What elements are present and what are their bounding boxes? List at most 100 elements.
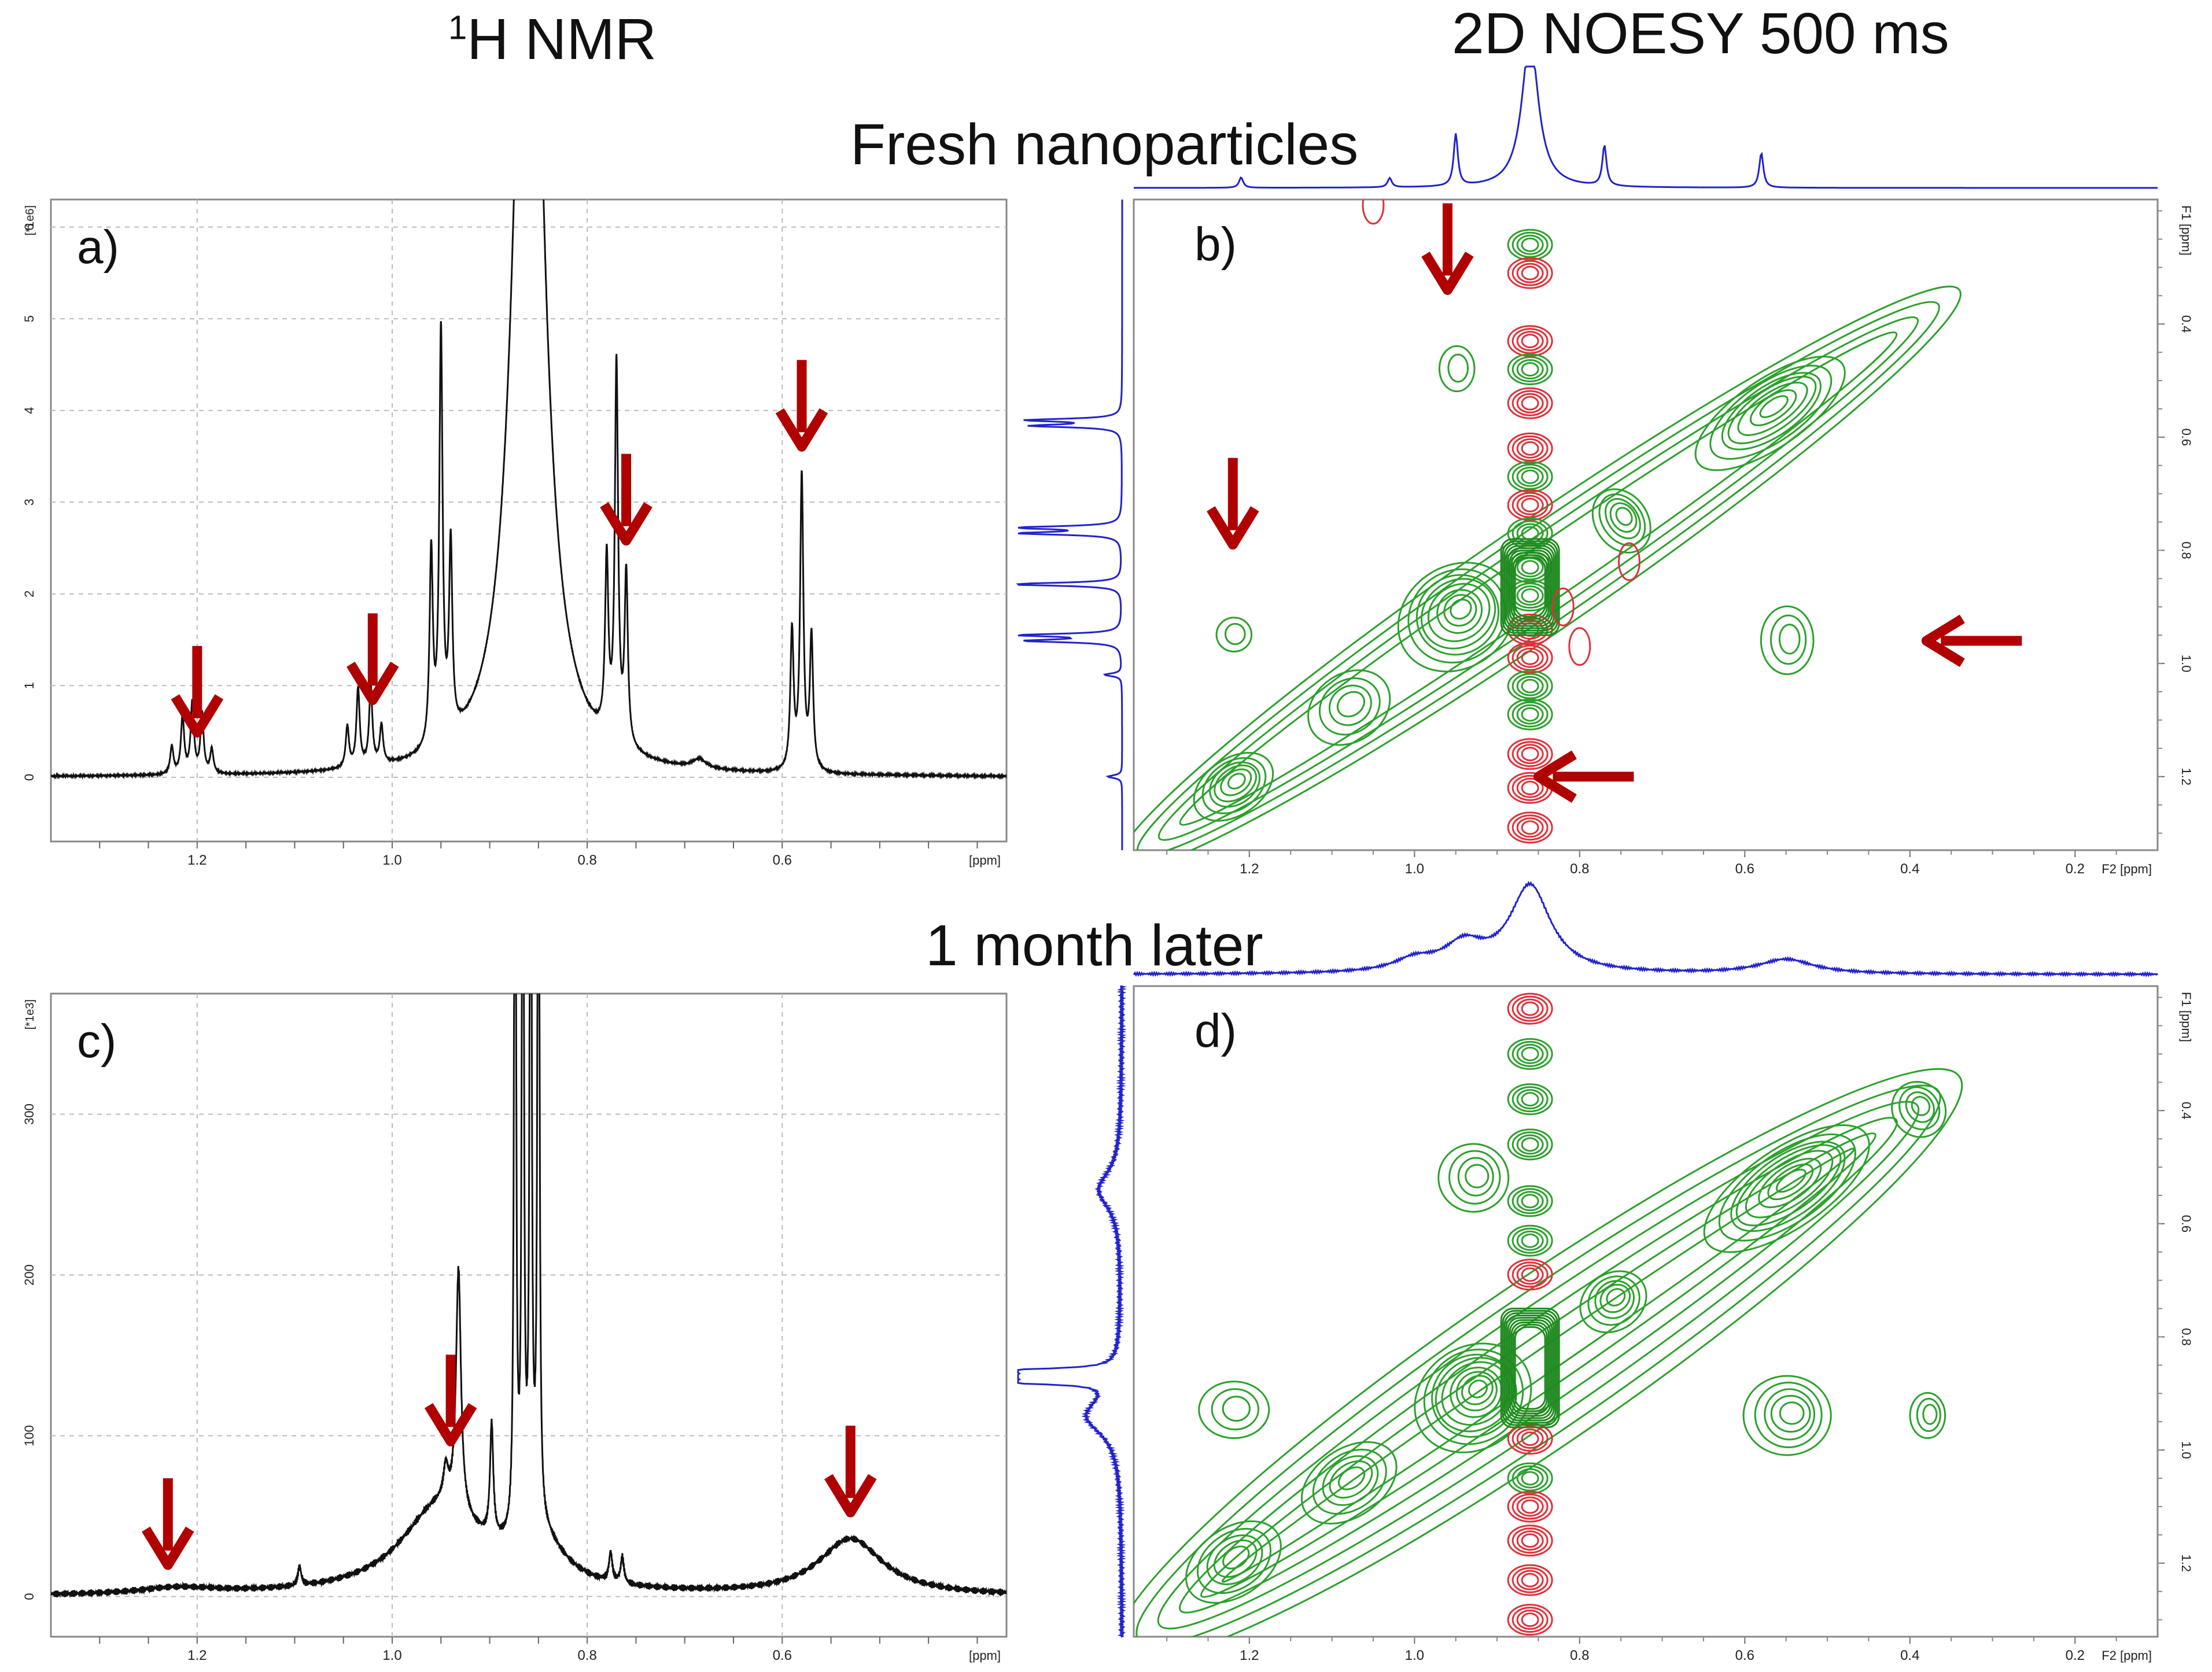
contour-level [1329, 1460, 1373, 1499]
solvent-contour [1516, 523, 1544, 544]
annotation-arrow [775, 360, 828, 452]
solvent-contour [1516, 704, 1544, 725]
solvent-contour [1516, 619, 1544, 640]
solvent-core [1500, 538, 1560, 636]
solvent-core [1512, 1324, 1548, 1412]
solvent-contour [1507, 698, 1553, 730]
x-unit-label: [ppm] [969, 853, 1001, 868]
solvent-contour [1521, 334, 1539, 349]
solvent-contour [1507, 1258, 1553, 1291]
arrow-head [1207, 506, 1259, 550]
x-tick-label: 0.6 [773, 1648, 792, 1663]
x-tick-label: 0.6 [1735, 861, 1754, 877]
solvent-contour [1516, 817, 1544, 838]
solvent-contour [1521, 441, 1539, 456]
solvent-contour [1521, 497, 1539, 512]
contour-level [1185, 1520, 1282, 1604]
solvent-contour [1516, 1191, 1544, 1212]
contour-level [1721, 372, 1822, 451]
contour-level [1447, 353, 1469, 383]
annotation-arrow [171, 645, 224, 738]
solvent-contour [1521, 650, 1539, 665]
contour-level [1775, 1168, 1807, 1193]
contour-level [1779, 1401, 1805, 1425]
arrow-head [824, 1474, 877, 1518]
contour-level [1759, 395, 1789, 418]
contour-level [1318, 677, 1381, 736]
solvent-contour [1511, 390, 1549, 416]
solvent-core [1503, 542, 1557, 632]
cross-peak [1760, 605, 1815, 676]
solvent-contour [1516, 777, 1544, 798]
annotation-arrow [1207, 457, 1259, 550]
diagonal-peak [1300, 1441, 1398, 1525]
solvent-contour [1521, 1046, 1539, 1061]
f1-projection-trace [1016, 200, 1123, 850]
solvent-contour [1507, 432, 1553, 464]
solvent-contour [1507, 613, 1553, 645]
contour-level [1337, 1466, 1366, 1490]
spectrum-trace [51, 200, 1007, 780]
contour-level [1767, 1163, 1814, 1201]
contour-level [1758, 1157, 1822, 1208]
solvent-contour [1521, 560, 1539, 575]
contour-level [1778, 623, 1801, 655]
solvent-core [1510, 1322, 1550, 1415]
solvent-contour [1521, 820, 1539, 835]
negative-contour [1568, 627, 1591, 666]
y-tick-label: 0.6 [2179, 1215, 2193, 1233]
annotation-arrow [1533, 750, 1634, 803]
x-tick-label: 0.6 [1735, 1648, 1754, 1663]
contour-level [1211, 1388, 1259, 1431]
solvent-contour [1511, 644, 1549, 671]
solvent-contour [1511, 328, 1549, 355]
annotation-arrow [424, 1354, 477, 1446]
solvent-contour [1511, 1261, 1549, 1288]
solvent-contour [1511, 1527, 1549, 1554]
solvent-contour [1521, 747, 1539, 762]
solvent-contour [1521, 678, 1539, 693]
solvent-contour [1516, 647, 1544, 668]
solvent-contour [1521, 1612, 1539, 1627]
contour-level [1213, 1539, 1258, 1578]
cross-peak [1437, 1143, 1510, 1213]
solvent-contour [1516, 1468, 1544, 1489]
contour-level [1215, 617, 1253, 653]
solvent-contour [1507, 1525, 1553, 1557]
contour-level [1437, 1143, 1510, 1213]
solvent-contour [1511, 995, 1549, 1022]
x-tick-label: 0.8 [577, 852, 596, 868]
contour-level [1427, 583, 1491, 643]
contour-level [1307, 669, 1391, 746]
contour-level [1198, 1381, 1270, 1440]
cross-peak [1198, 1381, 1270, 1440]
contour-level [1594, 1280, 1635, 1319]
solvent-contour [1507, 1564, 1553, 1596]
solvent-contour [1521, 396, 1539, 411]
cross-peak [1438, 345, 1476, 393]
y-tick-label: 100 [22, 1425, 36, 1446]
arrow-head [775, 408, 828, 452]
solvent-core [1502, 540, 1558, 634]
x-tick-label: 0.2 [2066, 1648, 2085, 1663]
f1-projection-trace [1017, 985, 1127, 1638]
solvent-contour [1507, 1128, 1553, 1161]
contour-level [1727, 375, 1817, 445]
plot-area [1134, 992, 1963, 1637]
contour-level [1201, 757, 1267, 814]
solvent-core [1507, 1317, 1553, 1419]
contour-level [1455, 1371, 1498, 1412]
solvent-contour [1507, 1462, 1553, 1494]
y-tick-label: 5 [22, 315, 36, 322]
x-tick-label: 0.4 [1900, 1648, 1919, 1663]
solvent-contour [1511, 1188, 1549, 1215]
contour-level [1312, 1448, 1387, 1515]
x-tick-label: 1.0 [1405, 861, 1424, 877]
contour-level [1737, 381, 1808, 436]
contour-level [1468, 1379, 1488, 1398]
contour-level [1134, 1068, 1963, 1637]
solvent-contour [1521, 1233, 1539, 1248]
y-tick-label: 300 [22, 1103, 36, 1125]
solvent-contour [1507, 1038, 1553, 1070]
solvent-core [1509, 549, 1551, 625]
